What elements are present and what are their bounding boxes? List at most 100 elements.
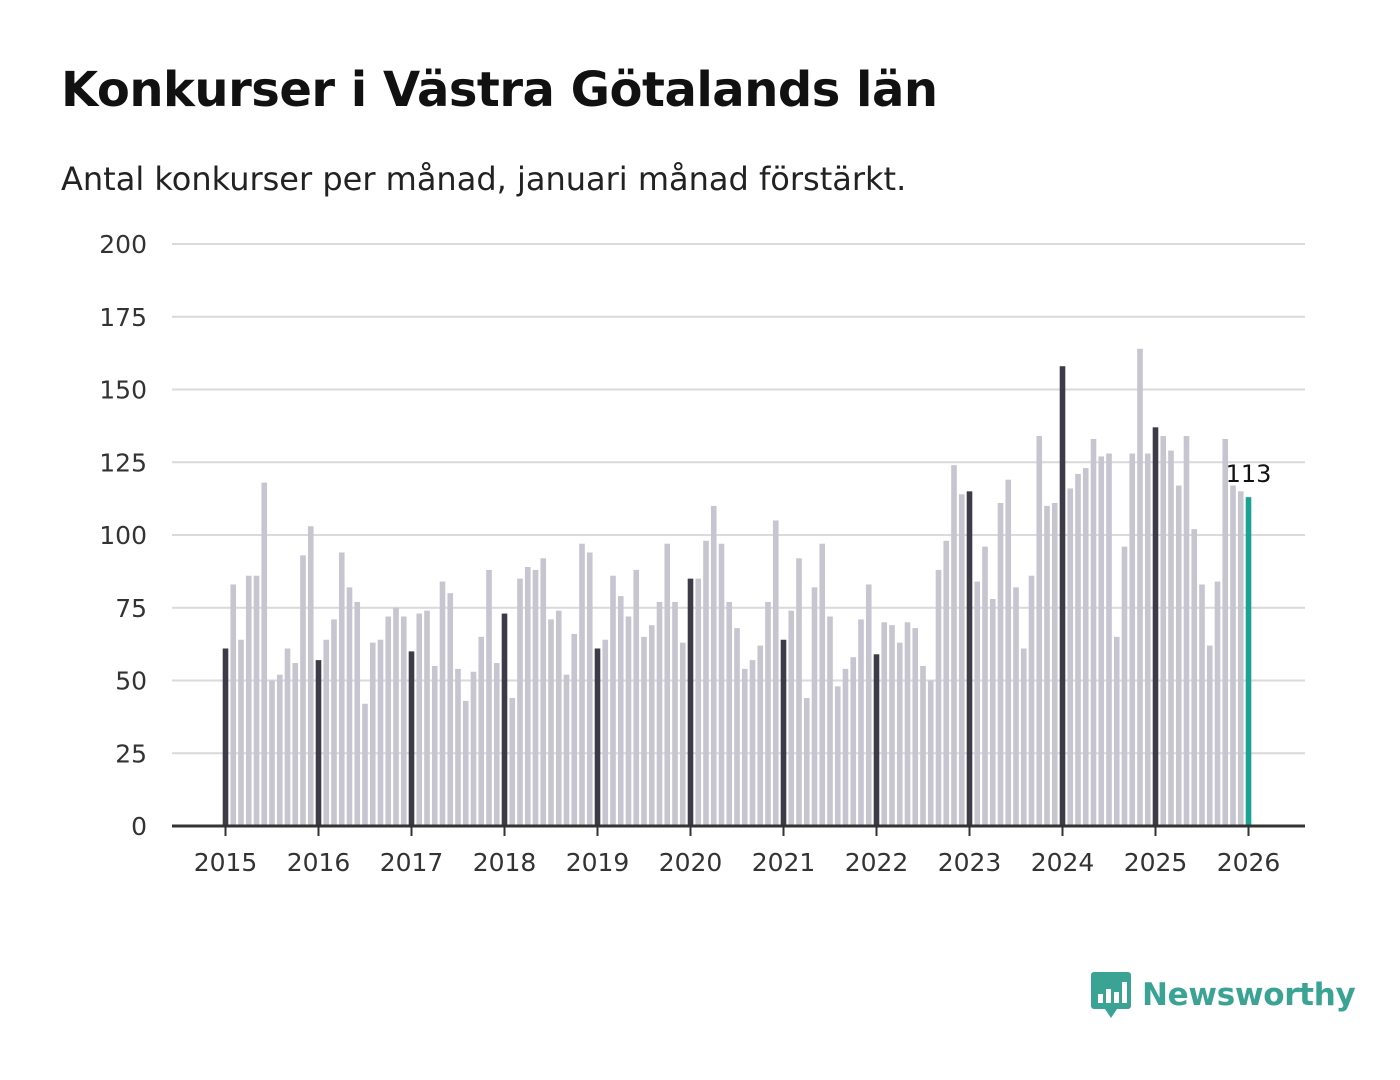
- bar: [1160, 436, 1167, 826]
- bar: [346, 587, 353, 826]
- bar: [679, 642, 686, 826]
- bar: [276, 674, 283, 826]
- bar: [1020, 648, 1027, 826]
- bar: [1144, 453, 1151, 826]
- bar: [641, 636, 647, 826]
- bar: [858, 619, 864, 826]
- bar: [617, 596, 624, 826]
- bar: [478, 636, 485, 826]
- bar: [912, 628, 919, 826]
- bar: [1051, 502, 1058, 826]
- bar: [1098, 456, 1105, 826]
- bar: [416, 613, 423, 826]
- bar: [462, 700, 469, 826]
- x-tick-label: 2024: [1031, 848, 1095, 877]
- bar: [253, 575, 260, 826]
- bar: [935, 569, 942, 826]
- bar: [803, 697, 810, 826]
- bar: [749, 660, 756, 826]
- newsworthy-logo[interactable]: Newsworthy: [1090, 970, 1356, 1020]
- bar: [486, 569, 492, 826]
- bar: [439, 581, 446, 826]
- x-tick-label: 2022: [845, 848, 909, 877]
- y-tick-label: 0: [131, 812, 147, 841]
- bar-january: [687, 578, 694, 826]
- bar: [1044, 505, 1050, 826]
- bar: [1214, 581, 1221, 826]
- bar: [625, 616, 632, 826]
- bar: [610, 575, 616, 826]
- bar-january: [873, 654, 880, 826]
- bar: [548, 619, 554, 826]
- bar: [695, 578, 702, 826]
- x-axis: [172, 824, 1305, 836]
- bar: [338, 552, 345, 826]
- y-tick-label: 75: [115, 594, 147, 623]
- bar: [1121, 546, 1128, 826]
- bar: [455, 668, 461, 826]
- bar: [540, 558, 547, 826]
- y-tick-label: 125: [99, 448, 147, 477]
- bar: [989, 599, 996, 826]
- bar: [648, 625, 655, 826]
- bar: [354, 601, 361, 826]
- bar: [788, 610, 795, 826]
- bar: [470, 671, 477, 826]
- bar: [672, 601, 678, 826]
- bar: [765, 601, 771, 826]
- bar: [656, 601, 663, 826]
- bar: [245, 575, 252, 826]
- y-tick-label: 50: [115, 667, 147, 696]
- bar: [633, 569, 640, 826]
- bar: [563, 674, 570, 826]
- x-tick-label: 2021: [752, 848, 816, 877]
- bar: [230, 584, 237, 826]
- bar: [757, 645, 764, 826]
- bar: [524, 567, 531, 826]
- bar: [261, 482, 268, 826]
- bar-january: [594, 648, 601, 826]
- bar: [517, 578, 523, 826]
- chart-subtitle: Antal konkurser per månad, januari månad…: [61, 160, 907, 198]
- bar: [703, 540, 709, 826]
- bar: [292, 663, 299, 826]
- x-axis-tick-labels: 2015 2016 2017 2018 2019 2020 2021 2022 2023 2024…: [194, 848, 1281, 877]
- bar: [1106, 453, 1112, 826]
- bar: [1199, 584, 1205, 826]
- bar: [741, 668, 748, 826]
- y-tick-label: 25: [115, 739, 147, 768]
- bar: [555, 610, 562, 826]
- bar: [1113, 636, 1120, 826]
- bar: [842, 668, 849, 826]
- bar: [1036, 436, 1043, 826]
- x-tick-label: 2018: [473, 848, 537, 877]
- bar: [881, 622, 888, 826]
- bar: [811, 587, 818, 826]
- bar-january: [1059, 366, 1066, 826]
- bar: [1175, 485, 1182, 826]
- bar: [1090, 438, 1097, 826]
- bar: [362, 703, 368, 826]
- y-tick-label: 100: [99, 521, 147, 550]
- bar: [571, 633, 578, 826]
- bar: [1191, 529, 1198, 826]
- bar: [369, 642, 376, 826]
- bar: [1137, 348, 1143, 826]
- bar: [393, 607, 399, 826]
- bar: [1067, 488, 1074, 826]
- x-tick-label: 2019: [566, 848, 630, 877]
- bar: [710, 505, 717, 826]
- bar-january: [408, 651, 415, 826]
- bar: [997, 502, 1004, 826]
- bar: [664, 543, 671, 826]
- bar-january: [222, 648, 229, 826]
- bar-january: [966, 491, 973, 826]
- bar: [927, 680, 934, 826]
- x-tick-label: 2025: [1124, 848, 1188, 877]
- x-tick-label: 2015: [194, 848, 258, 877]
- bar: [726, 601, 733, 826]
- x-tick-label: 2016: [287, 848, 351, 877]
- bar: [385, 616, 392, 826]
- bar: [982, 546, 988, 826]
